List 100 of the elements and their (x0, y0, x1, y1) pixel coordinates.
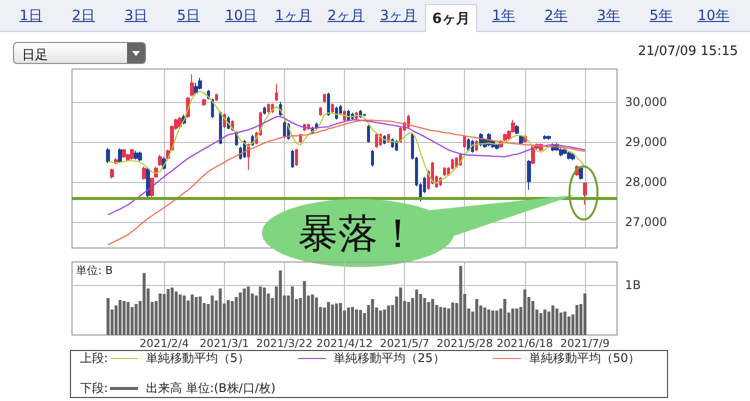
bar (583, 294, 586, 335)
y-tick-label: 27,000 (625, 214, 667, 229)
bar (198, 296, 202, 335)
bar (230, 301, 234, 335)
candlestick (503, 132, 507, 142)
bar (178, 294, 182, 335)
bar (118, 300, 122, 335)
bar (194, 297, 198, 335)
bar (431, 299, 434, 335)
legend-label: 出来高 単位:(B株/口/枚) (146, 380, 276, 397)
bar (355, 310, 358, 335)
candlestick (219, 110, 222, 145)
bar (487, 310, 490, 335)
bar (302, 281, 306, 335)
x-tick-label: 2021/7/9 (560, 337, 610, 350)
category-label: 3ヶ月 (379, 6, 418, 26)
candlestick (443, 166, 446, 176)
candlestick (375, 132, 378, 148)
bar (258, 286, 262, 335)
legend-label: 単純移動平均（50） (528, 350, 640, 367)
bar (475, 299, 478, 335)
bar (415, 290, 418, 335)
bar (166, 289, 170, 335)
annotation: 暴落！ (297, 211, 419, 257)
bar (563, 312, 566, 335)
category-label: 2ヶ月 (326, 6, 366, 26)
category-label: 3年 (596, 6, 621, 26)
candlestick (323, 93, 326, 104)
candlestick (291, 149, 294, 168)
candlestick (158, 154, 162, 166)
x-tick-label: 2021/2/4 (139, 337, 189, 350)
bar (511, 308, 514, 335)
candlestick (130, 148, 134, 160)
candlestick (463, 134, 466, 148)
bar (407, 302, 410, 335)
candlestick (567, 150, 571, 160)
candlestick (495, 142, 499, 150)
bar (575, 305, 578, 335)
category-label: 2日 (71, 6, 96, 26)
bar (539, 313, 542, 335)
x-tick-label: 2021/6/18 (496, 337, 554, 350)
candlestick (263, 106, 266, 116)
category-label: 6ヶ月 (425, 4, 477, 32)
bar (338, 303, 342, 335)
bar (126, 302, 130, 335)
y-tick-label: 30,000 (625, 94, 667, 109)
bar (383, 310, 386, 335)
text: 日足 (22, 47, 48, 64)
candlestick (371, 149, 374, 168)
legend-label: 単純移動平均（5） (146, 350, 250, 367)
candlestick (198, 77, 202, 90)
x-tick-label: 2021/5/7 (380, 337, 430, 350)
category-label: 1ヶ月 (274, 6, 313, 26)
candlestick (295, 148, 298, 166)
line-series (107, 90, 586, 184)
bar (503, 299, 506, 335)
bar (387, 306, 390, 335)
candlestick (331, 102, 334, 114)
bar (226, 300, 230, 335)
bar (347, 308, 350, 335)
candlestick (267, 102, 270, 114)
bar (210, 296, 214, 335)
candlestick (367, 124, 370, 144)
bar (423, 298, 426, 335)
bar (334, 304, 338, 335)
candlestick (138, 150, 142, 162)
candlestick (118, 148, 122, 164)
bar (495, 310, 498, 335)
bar (351, 307, 354, 335)
x-tick-label: 2021/3/22 (256, 337, 313, 350)
bar (218, 288, 222, 335)
candlestick (527, 159, 531, 190)
bar (314, 298, 318, 335)
category-label: 1年 (491, 6, 516, 26)
candlestick (515, 124, 519, 135)
y-tick-label: 1B (625, 278, 641, 292)
text: 21/07/09 15:15 (638, 44, 738, 59)
bar (190, 294, 194, 335)
bar (158, 294, 162, 335)
bar (310, 294, 314, 335)
candlestick (142, 166, 146, 180)
bar (491, 310, 494, 335)
x-tick-label: 2021/5/28 (436, 337, 493, 350)
candlestick (190, 74, 194, 97)
candlestick (110, 168, 114, 180)
category-label: 10日 (224, 6, 258, 26)
category-label: 2年 (544, 6, 568, 26)
x-tick-label: 2021/4/12 (316, 337, 373, 350)
bar (278, 270, 282, 335)
candlestick (583, 182, 587, 206)
candlestick (363, 113, 366, 117)
bar (459, 266, 462, 335)
x-tick-label: 2021/3/1 (200, 337, 249, 350)
line-series (107, 116, 586, 216)
candlestick (547, 134, 551, 140)
bar (106, 298, 110, 335)
candlestick (122, 148, 126, 158)
category-label: 1日 (18, 6, 44, 26)
candlestick (194, 82, 198, 94)
bar (399, 288, 402, 335)
